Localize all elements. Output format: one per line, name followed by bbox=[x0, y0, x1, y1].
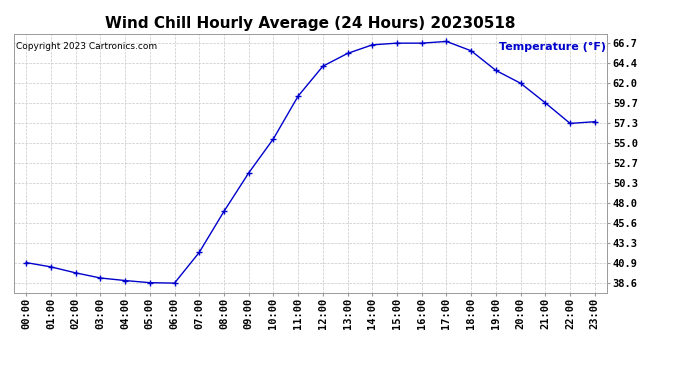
Text: Copyright 2023 Cartronics.com: Copyright 2023 Cartronics.com bbox=[16, 42, 157, 51]
Title: Wind Chill Hourly Average (24 Hours) 20230518: Wind Chill Hourly Average (24 Hours) 202… bbox=[106, 16, 515, 31]
Text: Temperature (°F): Temperature (°F) bbox=[499, 42, 606, 52]
